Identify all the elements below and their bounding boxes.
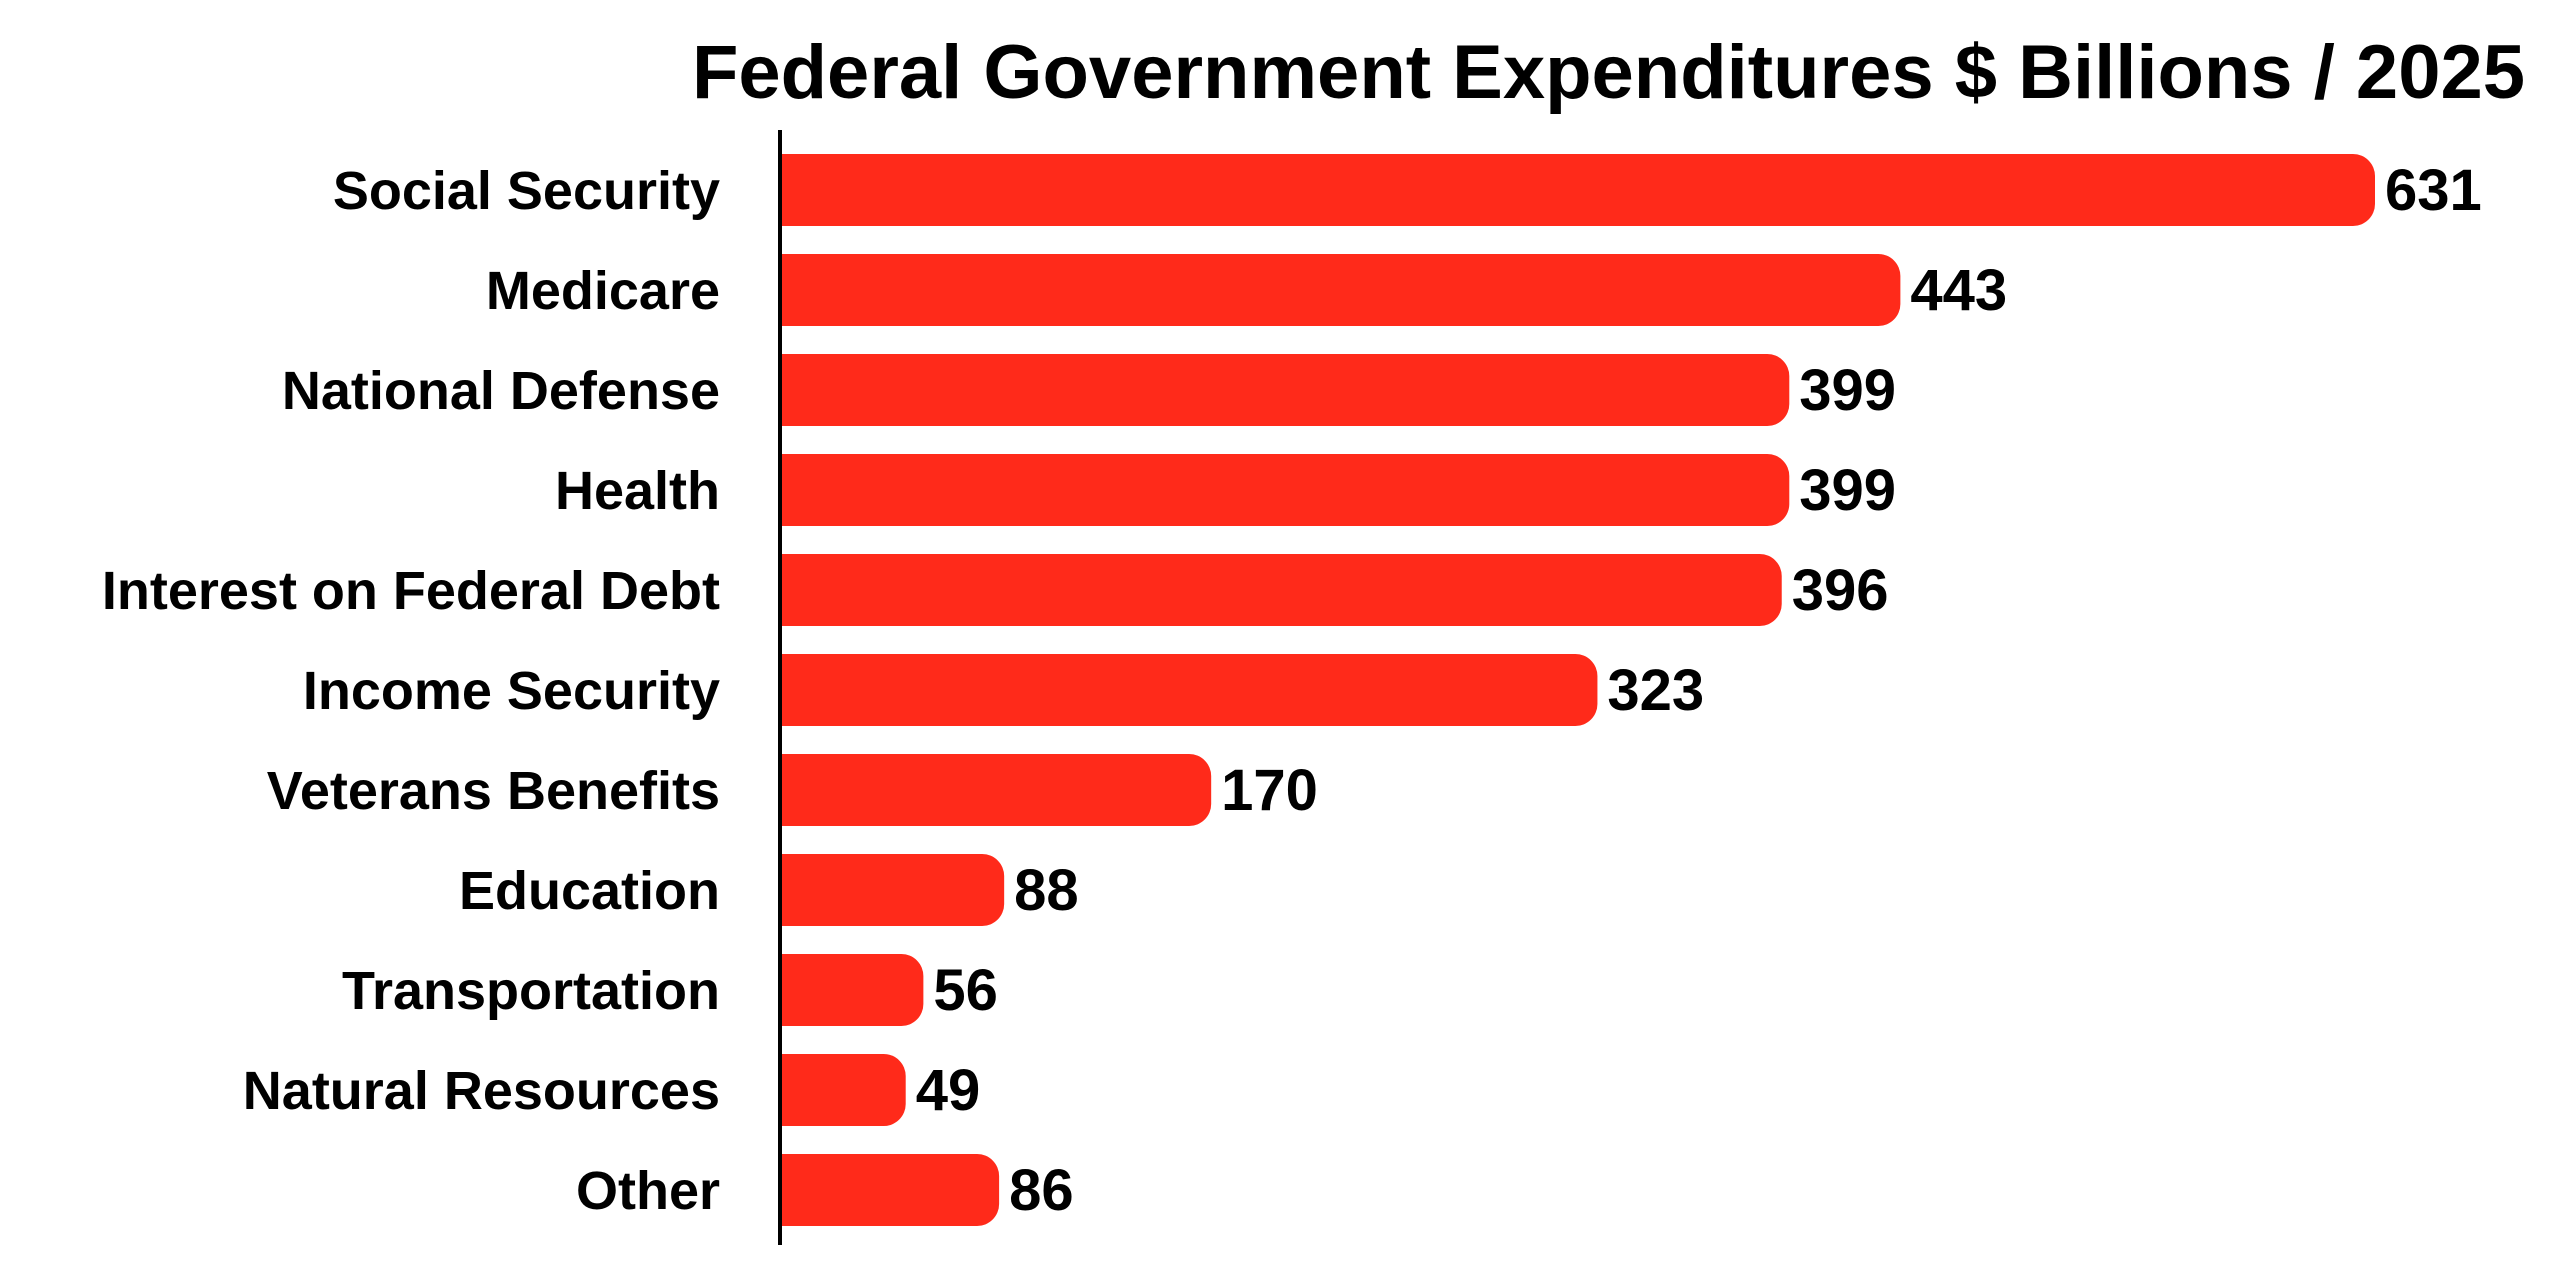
value-label-interest-on-federal-debt: 396 [1792, 558, 1889, 623]
bar-left-edge-income-security [782, 654, 804, 726]
category-label-social-security: Social Security [333, 161, 720, 221]
bar-health [782, 454, 1790, 526]
bar-rounded-veterans-benefits [782, 754, 1212, 826]
value-label-education: 88 [1014, 858, 1079, 923]
bar-natural-resources [782, 1054, 906, 1126]
bar-rounded-other [782, 1154, 1000, 1226]
chart-title: Federal Government Expenditures $ Billio… [692, 30, 2525, 115]
bar-education [782, 854, 1005, 926]
bar-left-edge-national-defense [782, 354, 804, 426]
bar-left-edge-natural-resources [782, 1054, 804, 1126]
bar-rounded-natural-resources [782, 1054, 906, 1126]
category-label-income-security: Income Security [303, 661, 720, 721]
value-label-natural-resources: 49 [916, 1058, 981, 1123]
bar-rounded-health [782, 454, 1790, 526]
bar-rounded-interest-on-federal-debt [782, 554, 1782, 626]
value-label-other: 86 [1009, 1158, 1074, 1223]
category-label-veterans-benefits: Veterans Benefits [267, 761, 720, 821]
category-labels: Social Security Medicare National Defense H… [102, 161, 720, 1221]
value-label-social-security: 631 [2385, 158, 2482, 223]
bar-veterans-benefits [782, 754, 1212, 826]
bar-transportation [782, 954, 924, 1026]
bar-left-edge-interest-on-federal-debt [782, 554, 804, 626]
category-label-medicare: Medicare [486, 261, 720, 321]
category-label-health: Health [555, 461, 720, 521]
category-label-national-defense: National Defense [282, 361, 720, 421]
bar-other [782, 1154, 1000, 1226]
value-label-national-defense: 399 [1799, 358, 1896, 423]
bar-rounded-national-defense [782, 354, 1790, 426]
bar-left-edge-other [782, 1154, 804, 1226]
value-label-veterans-benefits: 170 [1221, 758, 1318, 823]
bar-medicare [782, 254, 1901, 326]
bar-left-edge-social-security [782, 154, 804, 226]
value-label-transportation: 56 [933, 958, 998, 1023]
bar-rounded-medicare [782, 254, 1901, 326]
bar-left-edge-medicare [782, 254, 804, 326]
value-label-income-security: 323 [1607, 658, 1704, 723]
bar-left-edge-health [782, 454, 804, 526]
bar-interest-on-federal-debt [782, 554, 1782, 626]
value-label-medicare: 443 [1910, 258, 2007, 323]
bar-national-defense [782, 354, 1790, 426]
category-label-interest-on-federal-debt: Interest on Federal Debt [102, 561, 720, 621]
category-label-other: Other [576, 1161, 720, 1221]
bar-income-security [782, 654, 1598, 726]
bar-left-edge-veterans-benefits [782, 754, 804, 826]
bar-rounded-social-security [782, 154, 2375, 226]
value-label-health: 399 [1799, 458, 1896, 523]
bar-rounded-education [782, 854, 1005, 926]
bars-layer [782, 154, 2375, 1226]
bar-left-edge-transportation [782, 954, 804, 1026]
category-label-transportation: Transportation [342, 961, 720, 1021]
bar-social-security [782, 154, 2375, 226]
category-label-natural-resources: Natural Resources [243, 1061, 720, 1121]
category-label-education: Education [459, 861, 720, 921]
bar-left-edge-education [782, 854, 804, 926]
bar-rounded-income-security [782, 654, 1598, 726]
bar-rounded-transportation [782, 954, 924, 1026]
